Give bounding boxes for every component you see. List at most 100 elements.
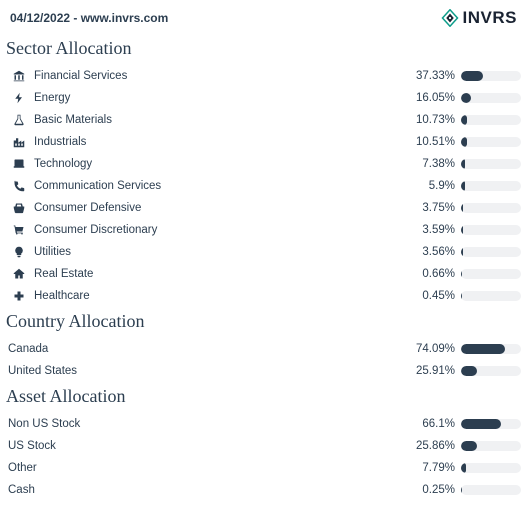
row-percent: 37.33% — [411, 70, 461, 82]
allocation-row: Technology7.38% — [4, 153, 525, 175]
allocation-row: Other7.79% — [4, 457, 525, 479]
row-label: Technology — [34, 158, 411, 170]
row-bar — [461, 159, 521, 169]
row-percent: 3.56% — [411, 246, 461, 258]
row-label: Other — [8, 462, 411, 474]
row-percent: 3.59% — [411, 224, 461, 236]
basket-icon — [12, 201, 26, 215]
row-bar-fill — [461, 159, 465, 169]
row-percent: 66.1% — [411, 418, 461, 430]
row-bar-fill — [461, 181, 465, 191]
row-label: Industrials — [34, 136, 411, 148]
allocation-sections: Sector AllocationFinancial Services37.33… — [4, 34, 525, 501]
row-bar — [461, 291, 521, 301]
home-icon — [12, 267, 26, 281]
row-bar — [461, 225, 521, 235]
row-bar — [461, 137, 521, 147]
row-bar-fill — [461, 137, 467, 147]
row-bar — [461, 419, 521, 429]
row-percent: 3.75% — [411, 202, 461, 214]
row-bar — [461, 203, 521, 213]
row-percent: 10.73% — [411, 114, 461, 126]
allocation-row: Healthcare0.45% — [4, 285, 525, 307]
row-percent: 7.79% — [411, 462, 461, 474]
row-label: Basic Materials — [34, 114, 411, 126]
row-bar-fill — [461, 441, 477, 451]
row-label: Communication Services — [34, 180, 411, 192]
row-percent: 10.51% — [411, 136, 461, 148]
row-bar — [461, 441, 521, 451]
bolt-icon — [12, 91, 26, 105]
bank-icon — [12, 69, 26, 83]
allocation-row: Canada74.09% — [4, 338, 525, 360]
row-bar — [461, 269, 521, 279]
row-label: Cash — [8, 484, 411, 496]
allocation-row: Non US Stock66.1% — [4, 413, 525, 435]
row-bar-fill — [461, 225, 463, 235]
allocation-row: Energy16.05% — [4, 87, 525, 109]
allocation-row: Real Estate0.66% — [4, 263, 525, 285]
row-label: Financial Services — [34, 70, 411, 82]
industry-icon — [12, 135, 26, 149]
row-percent: 0.25% — [411, 484, 461, 496]
row-label: Canada — [8, 343, 411, 355]
section-title: Asset Allocation — [4, 382, 525, 413]
logo-icon — [441, 9, 459, 27]
row-percent: 16.05% — [411, 92, 461, 104]
row-percent: 0.66% — [411, 268, 461, 280]
row-label: Real Estate — [34, 268, 411, 280]
row-percent: 25.91% — [411, 365, 461, 377]
row-percent: 5.9% — [411, 180, 461, 192]
row-label: Consumer Discretionary — [34, 224, 411, 236]
row-bar-fill — [461, 247, 463, 257]
allocation-row: US Stock25.86% — [4, 435, 525, 457]
row-bar — [461, 181, 521, 191]
section-title: Country Allocation — [4, 307, 525, 338]
row-label: Energy — [34, 92, 411, 104]
row-percent: 25.86% — [411, 440, 461, 452]
bulb-icon — [12, 245, 26, 259]
allocation-row: Basic Materials10.73% — [4, 109, 525, 131]
row-bar — [461, 485, 521, 495]
row-label: Non US Stock — [8, 418, 411, 430]
allocation-row: Financial Services37.33% — [4, 65, 525, 87]
row-bar — [461, 463, 521, 473]
row-bar — [461, 366, 521, 376]
row-label: Utilities — [34, 246, 411, 258]
row-bar-fill — [461, 463, 466, 473]
allocation-row: Consumer Defensive3.75% — [4, 197, 525, 219]
section-title: Sector Allocation — [4, 34, 525, 65]
row-bar — [461, 93, 521, 103]
allocation-row: Cash0.25% — [4, 479, 525, 501]
row-bar — [461, 247, 521, 257]
flask-icon — [12, 113, 26, 127]
row-bar-fill — [461, 71, 483, 81]
brand-logo: INVRS — [441, 8, 517, 28]
row-bar-fill — [461, 366, 477, 376]
row-percent: 0.45% — [411, 290, 461, 302]
allocation-row: Industrials10.51% — [4, 131, 525, 153]
cart-icon — [12, 223, 26, 237]
phone-icon — [12, 179, 26, 193]
row-bar-fill — [461, 203, 463, 213]
row-bar — [461, 344, 521, 354]
row-bar-fill — [461, 93, 471, 103]
allocation-row: Consumer Discretionary3.59% — [4, 219, 525, 241]
row-label: Healthcare — [34, 290, 411, 302]
row-bar-fill — [461, 344, 505, 354]
row-label: Consumer Defensive — [34, 202, 411, 214]
brand-text: INVRS — [463, 8, 517, 28]
allocation-row: Utilities3.56% — [4, 241, 525, 263]
row-percent: 7.38% — [411, 158, 461, 170]
row-bar-fill — [461, 419, 501, 429]
row-bar-fill — [461, 115, 467, 125]
row-percent: 74.09% — [411, 343, 461, 355]
health-icon — [12, 289, 26, 303]
allocation-row: United States25.91% — [4, 360, 525, 382]
row-label: United States — [8, 365, 411, 377]
row-label: US Stock — [8, 440, 411, 452]
row-bar — [461, 71, 521, 81]
header: 04/12/2022 - www.invrs.com INVRS — [4, 8, 525, 34]
laptop-icon — [12, 157, 26, 171]
allocation-row: Communication Services5.9% — [4, 175, 525, 197]
